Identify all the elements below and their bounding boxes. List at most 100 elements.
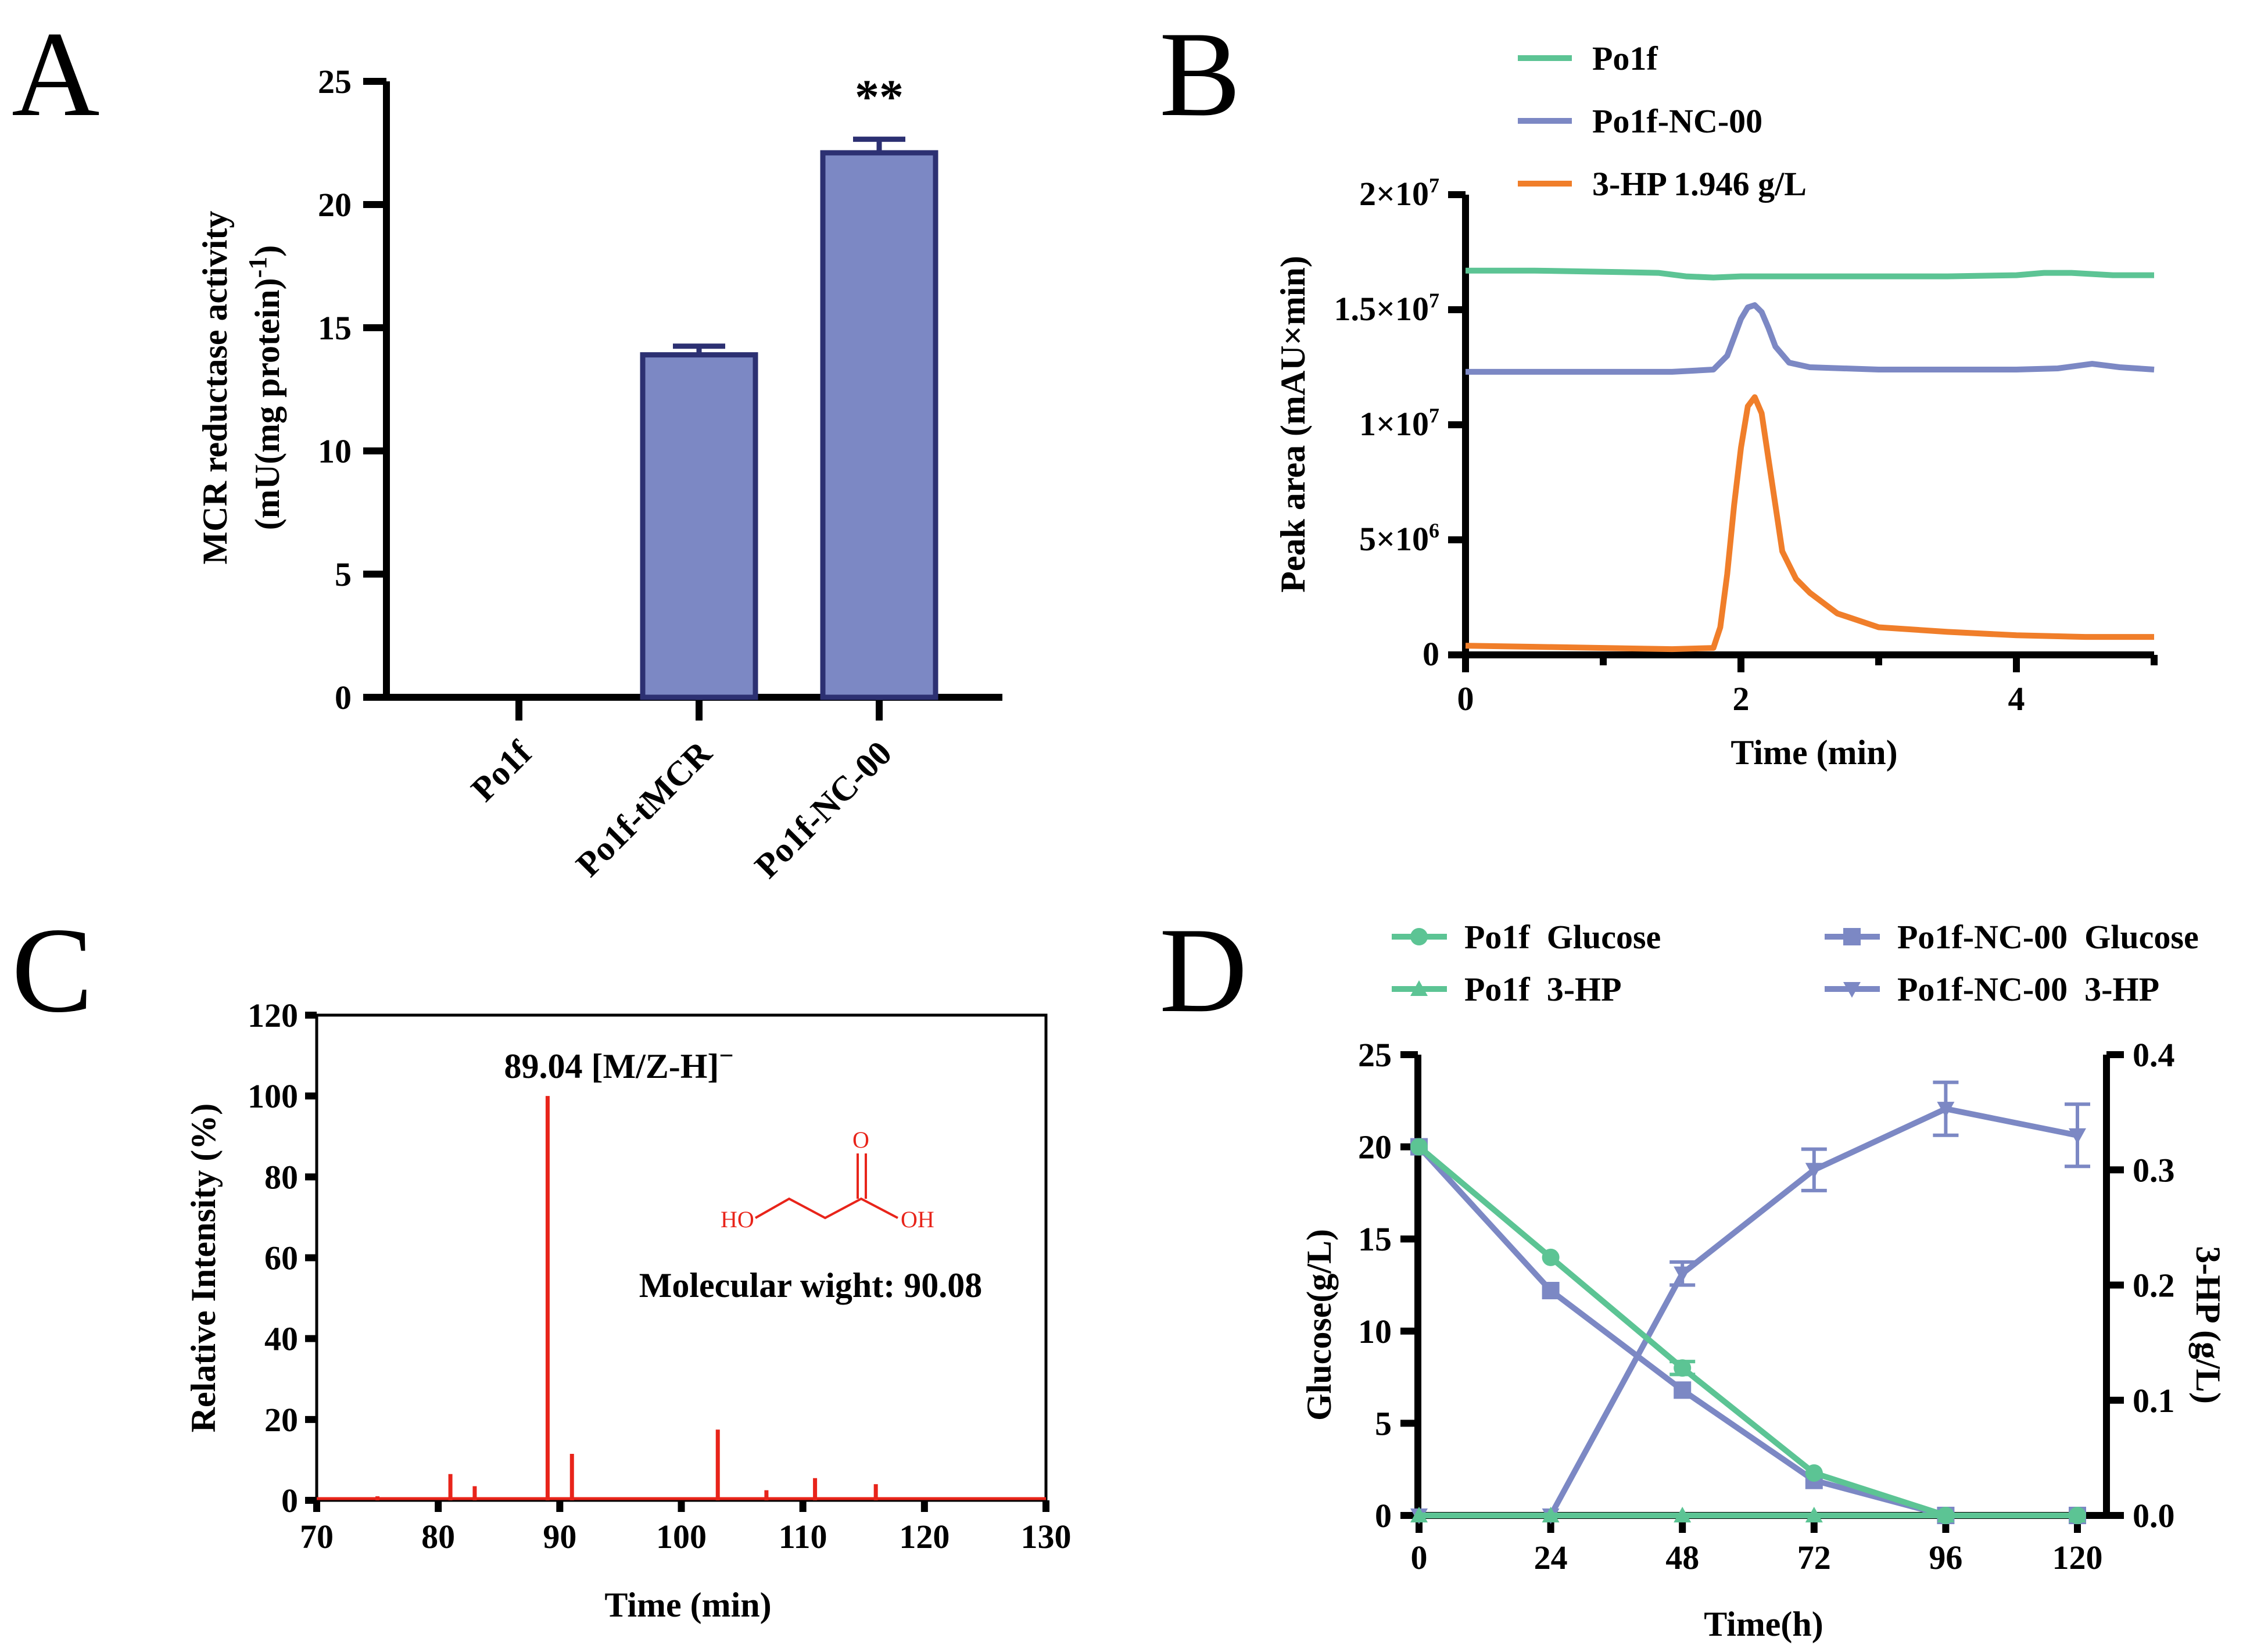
panel-b-xtick-label: 2 [1733,680,1750,718]
data-point [1937,1102,1955,1118]
molecule-backbone [755,1197,898,1220]
panel-d-xtick-label: 96 [1929,1539,1962,1576]
panel-b-xtick-label: 0 [1457,680,1474,718]
panel-c-xtick-label: 130 [1021,1518,1072,1556]
series-line-3-hp-1-946-g-l [1465,394,2154,653]
bar-po1f-nc-00 [820,150,938,700]
panel-b-ytick-label: 5×106 [1359,519,1439,558]
panel-d-ytick-right-label: 0.4 [2133,1036,2175,1074]
panel-d-xlabel: Time(h) [1704,1605,1823,1643]
series-line-po1f-nc-00-3-hp [1419,1106,2078,1518]
panel-d-ytick-left-label: 20 [1358,1128,1392,1166]
panel-c-xtick-label: 100 [656,1518,707,1556]
data-point [1674,1359,1692,1377]
legend-label: Po1f-NC-00 Glucose [1897,918,2199,956]
error-bar [673,343,725,355]
panel-a-category-label: Po1f-tMCR [568,733,719,884]
molecule-structure [755,1153,898,1220]
panel-c-xtick-label: 120 [899,1518,950,1556]
panel-c-peak-annotation-superscript: − [719,1041,733,1070]
panel-c-ytick-label: 60 [264,1239,298,1277]
panel-d-ytick-right-label: 0.0 [2133,1497,2175,1535]
panel-a-ylabel-line1: MCR reductase activity [196,211,234,565]
significance-marker: ** [855,70,904,124]
data-point [1674,1266,1692,1282]
panel-a-ylabel-superscript: -1 [243,257,272,278]
data-point [1410,1138,1428,1156]
error-bar [853,137,905,153]
data-point [2069,1507,2086,1522]
panel-c-ytick-label: 40 [264,1320,298,1358]
panel-c-frame [315,1013,1048,1502]
legend-label: Po1f Glucose [1464,918,1661,956]
molecule-label-o: O [852,1127,869,1153]
bar-po1f-tmcr [640,352,758,700]
legend-label: Po1f-NC-00 3-HP [1897,970,2159,1008]
panel-a-ytick-label: 5 [335,556,352,593]
panel-b-ytick-label: 0 [1423,635,1439,673]
tick-exponent: 7 [1429,174,1439,197]
panel-c-xtick-label: 70 [300,1518,334,1556]
panel-d-xtick-label: 0 [1411,1539,1428,1576]
legend-marker [1843,928,1861,945]
panel-c-xtick-label: 80 [421,1518,455,1556]
panel-c-peak-annotation: 89.04 [M/Z-H]− [504,1041,733,1085]
panel-d-ytick-left-label: 5 [1375,1404,1392,1442]
legend-marker [1843,982,1861,998]
panel-d-xtick-label: 120 [2052,1539,2103,1576]
panel-c-ytick-label: 120 [248,997,298,1034]
tick-exponent: 7 [1429,289,1439,312]
series-line-po1f-nc-00 [1466,302,2155,375]
panel-d: D 0 5 10 15 20 25 0.0 0.1 0.2 0.3 0.4 0 24 48 72 96 120 P… [1159,903,2227,1643]
tick-exponent: 6 [1429,519,1439,542]
panel-d-ytick-left-label: 0 [1375,1497,1392,1535]
panel-b-axes [1462,195,2154,658]
data-point [1542,1282,1560,1300]
panel-a-ylabel-close: ) [248,245,286,257]
panel-b-ytick-label: 2×107 [1359,174,1439,213]
panel-a-ytick-label: 10 [318,432,352,470]
panel-label-d: D [1159,903,1248,1038]
panel-d-ytick-left-label: 10 [1358,1313,1392,1350]
panel-c-xlabel: Time (min) [604,1586,771,1624]
series-line-po1f-glucose [1417,1144,2077,1518]
data-point [1805,1507,1823,1522]
panel-a-ytick-label: 0 [335,679,352,716]
panel-d-ylabel-left: Glucose(g/L) [1300,1229,1338,1421]
data-point [1937,1507,1955,1522]
legend-label: Po1f-NC-00 [1592,102,1762,140]
panel-d-xtick-label: 24 [1534,1539,1568,1576]
data-point [1674,1507,1692,1522]
panel-b-ytick-label: 1.5×107 [1334,289,1439,328]
data-point [1805,1163,1823,1179]
panel-a-ylabel-main: (mU(mg protein) [248,278,286,530]
panel-a-ytick-label: 25 [318,63,352,101]
panel-d-xtick-label: 48 [1665,1539,1699,1576]
tick-base: 0 [1423,635,1439,673]
legend-label: 3-HP 1.946 g/L [1592,165,1807,203]
panel-d-ytick-right-label: 0.1 [2133,1382,2175,1420]
legend-marker [1410,928,1428,945]
panel-b-xlabel: Time (min) [1731,733,1897,772]
tick-base: 5×10 [1359,520,1429,558]
data-point [1674,1381,1692,1399]
tick-base: 1×10 [1359,405,1429,443]
tick-base: 1.5×10 [1334,290,1429,328]
panel-c: C 0 20 40 60 80 100 120 70 80 90 100 110 120 130 Time… [12,903,1072,1624]
data-point [1805,1464,1823,1482]
panel-d-ytick-left-label: 15 [1358,1220,1392,1258]
panel-c-ytick-label: 0 [281,1482,298,1520]
data-point [1542,1507,1560,1522]
panel-label-c: C [12,903,93,1038]
panel-d-xtick-label: 72 [1797,1539,1831,1576]
tick-base: 2×10 [1359,175,1429,213]
panel-b-xtick-label: 4 [2008,680,2025,718]
series-line-po1f-nc-00-glucose [1417,1145,2077,1518]
panel-c-xtick-label: 90 [543,1518,576,1556]
molecular-weight-label: Molecular wight: 90.08 [639,1266,982,1305]
panel-a-ytick-label: 15 [318,309,352,347]
molecule-carbonyl [857,1153,867,1199]
panel-c-ytick-label: 100 [248,1077,298,1115]
